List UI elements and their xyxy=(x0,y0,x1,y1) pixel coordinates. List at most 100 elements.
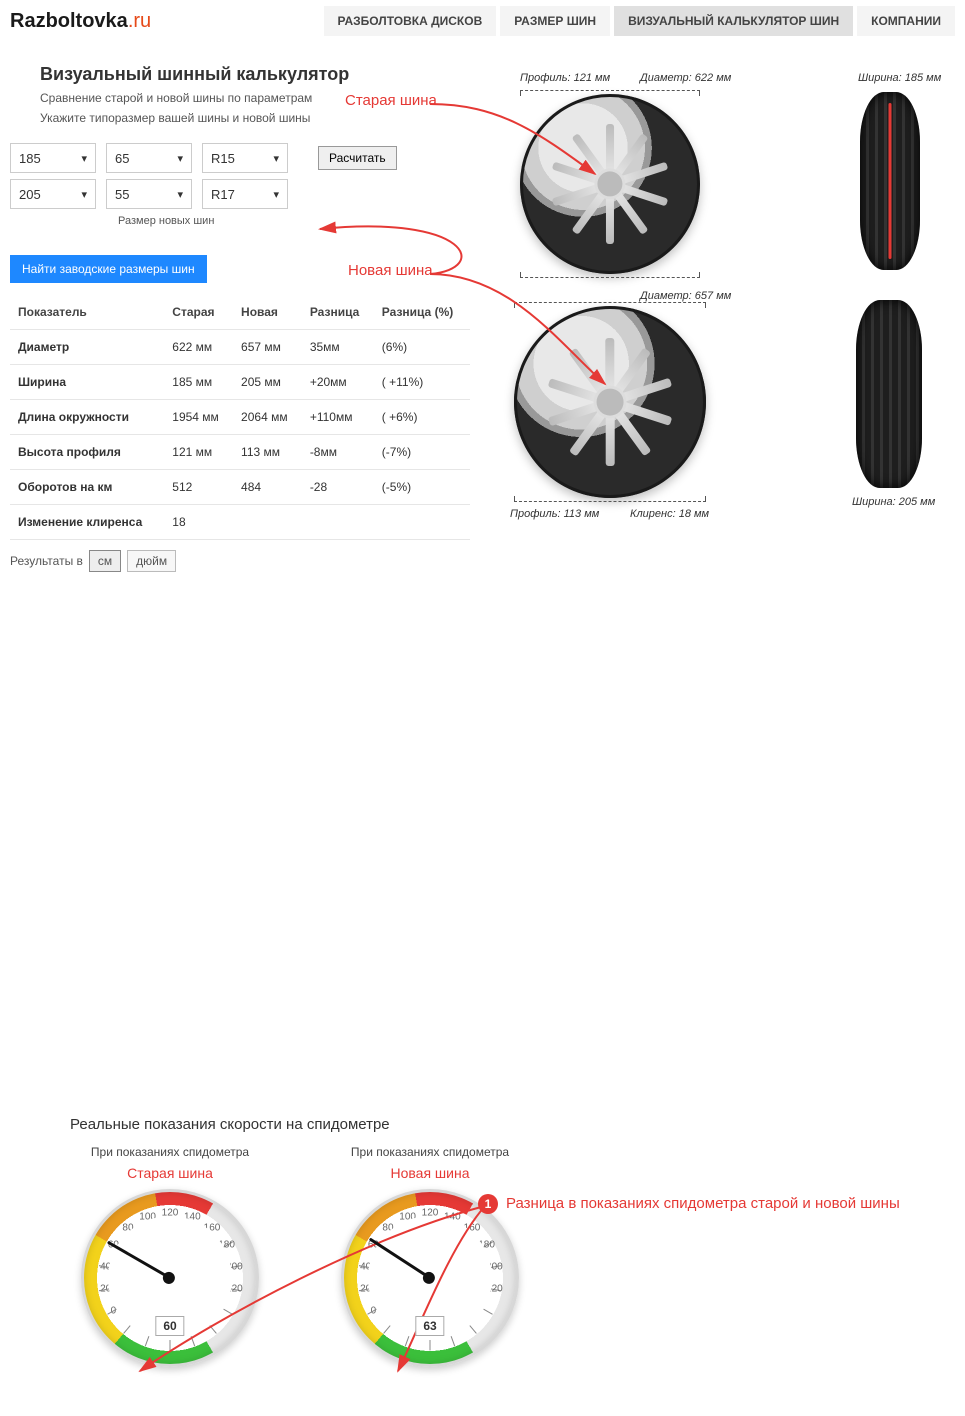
old-profile-label: Профиль: 121 мм xyxy=(520,72,610,84)
speed-columns: При показаниях спидометра Старая шина 02… xyxy=(70,1145,925,1367)
cell: Изменение клиренса xyxy=(10,505,164,540)
cell: ( +6%) xyxy=(374,400,470,435)
new-wheel-box xyxy=(514,306,706,498)
unit-inch-button[interactable]: дюйм xyxy=(127,550,176,572)
old-width-select[interactable]: 185 ▾ xyxy=(10,143,96,173)
tire-visual-area: Профиль: 121 мм Диаметр: 622 мм Ширина: … xyxy=(490,90,950,560)
table-row: Длина окружности1954 мм2064 мм+110мм( +6… xyxy=(10,400,470,435)
old-rim-select[interactable]: R15▾ xyxy=(202,143,288,173)
row-new: 205▾ 55 ▾ R17 ▾ xyxy=(10,179,480,209)
cell: 113 мм xyxy=(233,435,302,470)
unit-cm-button[interactable]: см xyxy=(89,550,121,572)
gauge-needle xyxy=(369,1237,431,1279)
calc-block: Визуальный шинный калькулятор Сравнение … xyxy=(10,44,480,572)
cell: 1954 мм xyxy=(164,400,233,435)
cell: +20мм xyxy=(302,365,374,400)
selects: 185▾ 65▾ R15▾ Расчитать 205▾ 55▾ R17▾ Ра… xyxy=(10,143,480,227)
calc-title: Визуальный шинный калькулятор xyxy=(10,64,480,85)
main-nav: РАЗБОЛТОВКА ДИСКОВРАЗМЕР ШИНВИЗУАЛЬНЫЙ К… xyxy=(324,6,956,36)
cell: 18 xyxy=(164,505,233,540)
content: Визуальный шинный калькулятор Сравнение … xyxy=(0,44,965,1387)
speed-col-old: При показаниях спидометра Старая шина 02… xyxy=(70,1145,270,1367)
gauge-readout: 63 xyxy=(415,1316,444,1336)
chevron-down-icon: ▾ xyxy=(81,152,87,165)
chevron-down-icon: ▾ xyxy=(177,188,183,201)
nav-item[interactable]: КОМПАНИИ xyxy=(857,6,955,36)
new-width-value: 205 xyxy=(19,187,41,202)
cell xyxy=(233,505,302,540)
speed-section: Реальные показания скорости на спидометр… xyxy=(10,1116,955,1387)
new-tread xyxy=(856,300,922,488)
speed-name-old: Старая шина xyxy=(70,1165,270,1181)
new-width-label: Ширина: 205 мм xyxy=(852,496,935,508)
chevron-down-icon: ▾ xyxy=(273,152,279,165)
cell: 2064 мм xyxy=(233,400,302,435)
new-rim-value: R17 xyxy=(211,187,235,202)
factory-sizes-button[interactable]: Найти заводские размеры шин xyxy=(10,255,207,283)
gauge-unit: км/ч xyxy=(420,1254,439,1265)
old-width-value: 185 xyxy=(19,151,41,166)
table-row: Диаметр622 мм657 мм35мм(6%) xyxy=(10,330,470,365)
calc-sub2: Укажите типоразмер вашей шины и новой ши… xyxy=(10,111,480,125)
new-profile-value: 55 xyxy=(115,187,129,202)
new-clearance-label: Клиренс: 18 мм xyxy=(630,508,709,520)
table-row: Высота профиля121 мм113 мм-8мм(-7%) xyxy=(10,435,470,470)
col-header: Старая xyxy=(164,295,233,330)
col-header: Разница (%) xyxy=(374,295,470,330)
cell: -28 xyxy=(302,470,374,505)
speed-col-new: При показаниях спидометра Новая шина 020… xyxy=(330,1145,530,1367)
calculate-button[interactable]: Расчитать xyxy=(318,146,397,170)
old-profile-select[interactable]: 65 ▾ xyxy=(106,143,192,173)
row-old: 185 ▾ 65 ▾ R15▾ Расчитать xyxy=(10,143,480,173)
sizes-caption: Размер новых шин xyxy=(118,215,480,227)
speed-sub-new: При показаниях спидометра xyxy=(330,1145,530,1159)
cell: (-7%) xyxy=(374,435,470,470)
cell xyxy=(374,505,470,540)
new-width-select[interactable]: 205▾ xyxy=(10,179,96,209)
nav-item[interactable]: РАЗМЕР ШИН xyxy=(500,6,610,36)
cell: 185 мм xyxy=(164,365,233,400)
cell: 484 xyxy=(233,470,302,505)
gauge-readout: 60 xyxy=(155,1316,184,1336)
logo-suffix: .ru xyxy=(128,10,151,32)
chevron-down-icon: ▾ xyxy=(273,188,279,201)
col-header: Новая xyxy=(233,295,302,330)
old-profile-value: 65 xyxy=(115,151,129,166)
cell: (6%) xyxy=(374,330,470,365)
speed-name-new: Новая шина xyxy=(330,1165,530,1181)
cell: (-5%) xyxy=(374,470,470,505)
units-row: Результаты в см дюйм xyxy=(10,550,480,572)
annotation-badge: 1 xyxy=(478,1194,498,1214)
new-rim-select[interactable]: R17 ▾ xyxy=(202,179,288,209)
cell: Высота профиля xyxy=(10,435,164,470)
annotation-speed-text: Разница в показаниях спидометра старой и… xyxy=(506,1194,900,1214)
col-header: Показатель xyxy=(10,295,164,330)
logo-base: Razboltovka xyxy=(10,10,128,32)
cell: 121 мм xyxy=(164,435,233,470)
col-header: Разница xyxy=(302,295,374,330)
calc-sub1: Сравнение старой и новой шины по парамет… xyxy=(10,91,480,105)
old-tread xyxy=(860,92,920,270)
topbar: Razboltovka.ru РАЗБОЛТОВКА ДИСКОВРАЗМЕР … xyxy=(0,0,965,44)
speed-sub-old: При показаниях спидометра xyxy=(70,1145,270,1159)
cell: Ширина xyxy=(10,365,164,400)
logo[interactable]: Razboltovka.ru xyxy=(10,10,151,33)
table-row: Оборотов на км512484-28(-5%) xyxy=(10,470,470,505)
gauge-needle xyxy=(107,1241,171,1280)
cell: Оборотов на км xyxy=(10,470,164,505)
cell: 205 мм xyxy=(233,365,302,400)
table-row: Изменение клиренса18 xyxy=(10,505,470,540)
nav-item[interactable]: РАЗБОЛТОВКА ДИСКОВ xyxy=(324,6,497,36)
chevron-down-icon: ▾ xyxy=(177,152,183,165)
new-profile-select[interactable]: 55 ▾ xyxy=(106,179,192,209)
new-profile-label: Профиль: 113 мм xyxy=(510,508,599,520)
cell xyxy=(302,505,374,540)
old-wheel-box xyxy=(520,94,700,274)
cell: Длина окружности xyxy=(10,400,164,435)
units-label: Результаты в xyxy=(10,554,83,568)
gauge-old: 020406080100120140160180200220км/ч60 xyxy=(81,1189,259,1367)
cell: 35мм xyxy=(302,330,374,365)
gauge-unit: км/ч xyxy=(160,1254,179,1265)
nav-item[interactable]: ВИЗУАЛЬНЫЙ КАЛЬКУЛЯТОР ШИН xyxy=(614,6,853,36)
table-row: Ширина185 мм205 мм+20мм( +11%) xyxy=(10,365,470,400)
